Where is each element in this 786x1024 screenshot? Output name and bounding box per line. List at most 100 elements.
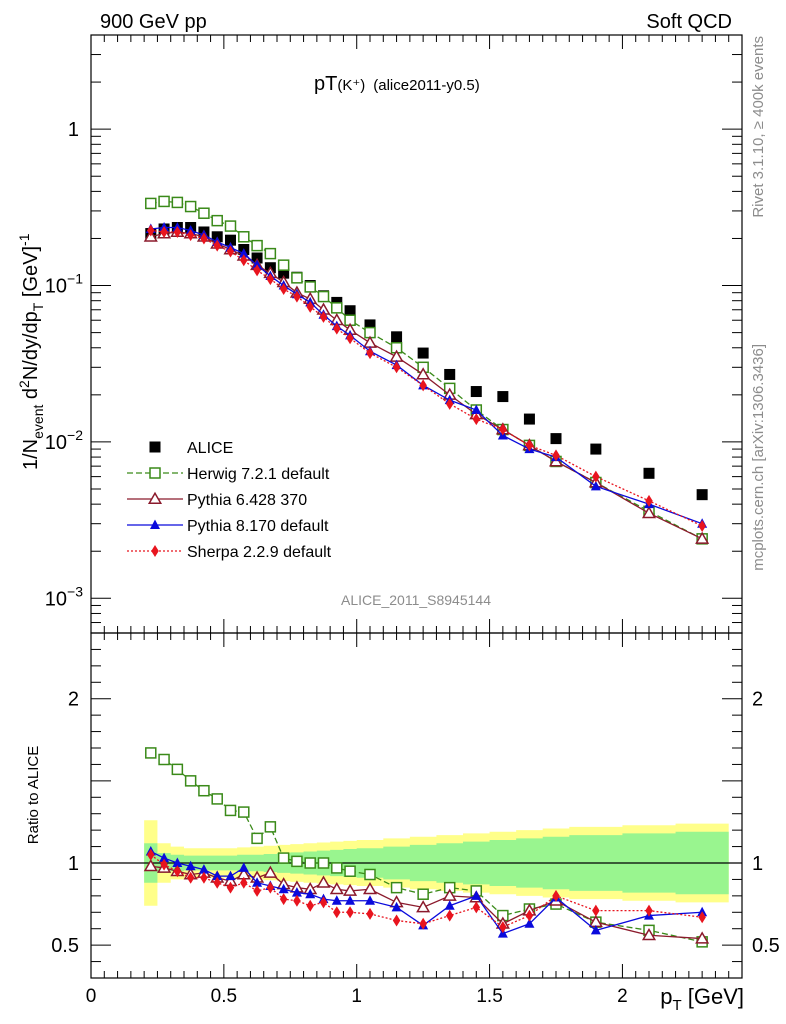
ratio-series-point-3-25 [645,904,653,917]
main-series-point-4-15 [346,332,354,345]
legend-label-2: Pythia 6.428 370 [187,492,307,509]
main-series-point-0-20 [470,386,482,398]
main-series-point-4-6 [226,245,235,258]
legend-label-3: Pythia 8.170 default [187,518,329,535]
ratio-series-point-0-8 [251,832,263,845]
ratio-series-point-2-6 [225,870,236,881]
header-left: 900 GeV pp [100,11,207,33]
ratio-series-point-0-7 [238,806,250,818]
ratio-series-line-3 [150,854,703,928]
y-tick-label-ratio-right: 1 [752,853,763,875]
legend-label-1: Herwig 7.2.1 default [187,466,330,483]
ratio-series-point-3-4 [200,871,208,884]
x-tick-label: 1 [351,986,362,1007]
x-tick-label: 2 [617,986,628,1007]
y-tick-label-main: 10−2 [45,427,83,454]
main-series-point-0-10 [278,267,290,279]
axis-ticks: 0 0.5 1 1.5 2 10−3 10−2 10−1 1 0.5 0.5 1 1 2 2 [45,34,780,1007]
main-series-point-0-18 [417,347,429,359]
main-series-point-1-1 [158,195,170,208]
ratio-series-point-1-15 [343,883,358,896]
ratio-series-point-2-17 [391,901,402,912]
ratio-series-point-3-0 [147,848,155,861]
ratio-series-point-0-11 [291,855,303,868]
ratio-series-point-3-10 [279,893,288,906]
main-series-point-2-18 [416,367,431,380]
main-series-point-0-6 [225,234,236,246]
main-series-point-4-1 [160,225,168,238]
main-series-point-0-26 [696,489,708,501]
main-series-point-4-20 [472,413,481,426]
legend-label-0: ALICE [187,440,233,457]
main-series-point-1-6 [224,220,237,232]
ratio-series-point-3-26 [698,911,706,924]
ratio-series-point-1-13 [316,875,331,888]
main-series-point-3-7 [238,248,249,258]
main-series-point-2-16 [362,335,378,348]
ratio-series-point-1-9 [263,865,278,878]
main-series-point-1-10 [277,259,290,271]
main-series-point-4-19 [445,397,454,410]
main-series-point-4-18 [419,379,427,392]
x-tick-label: 0 [86,986,97,1007]
ratio-series-point-0-0 [145,747,157,759]
main-series-point-1-2 [171,196,184,209]
legend-label-4: Sherpa 2.2.9 default [187,544,332,561]
main-series-point-4-4 [200,232,208,245]
ratio-series-point-3-2 [173,865,182,878]
main-series-point-4-22 [525,439,534,452]
plot-title: pT(K⁺) (alice2011-y0.5) [314,73,480,95]
panel-frames [90,34,743,979]
main-series-point-0-24 [590,443,602,455]
main-series-point-4-24 [592,470,600,483]
ratio-series-point-0-12 [304,857,316,869]
ratio-series-point-3-14 [333,906,341,919]
ratio-series-point-3-9 [266,881,275,894]
main-series-point-0-16 [364,319,376,331]
ratio-series-point-3-20 [472,901,481,914]
legend-marker-0 [149,441,161,453]
ratio-series-point-0-18 [417,888,429,900]
main-series-point-3-24 [590,480,601,491]
main-series-point-4-10 [279,283,288,296]
y-tick-label-ratio-left: 0.5 [51,935,79,957]
main-series-point-1-5 [211,214,223,227]
ratio-frame [90,632,743,979]
plot-title-tag: (alice2011-y0.5) [373,77,479,94]
ratio-series-point-1-25 [641,928,657,941]
main-series-point-4-25 [645,494,653,507]
ratio-series-layer [143,747,710,948]
ratio-series-point-2-22 [524,918,535,928]
ratio-series-point-3-1 [160,858,168,871]
x-tick-label: 0.5 [211,986,237,1007]
ratio-series-point-2-24 [590,924,601,935]
main-series-point-4-8 [253,264,261,277]
main-series-point-1-4 [198,207,210,219]
ratio-series-point-3-13 [319,896,328,909]
main-series-point-4-13 [319,310,328,323]
header-right: Soft QCD [646,11,732,33]
main-series-point-1-14 [331,302,343,314]
ratio-series-point-0-10 [277,852,290,864]
main-series-point-4-26 [698,519,706,532]
side-text-bottom: mcplots.cern.ch [arXiv:1306.3436] [750,344,767,571]
plot-title-sub: (K⁺) [337,77,365,94]
ratio-xlabel: pT [GeV] [660,984,744,1014]
main-series-point-4-7 [240,254,248,267]
ratio-series-point-0-5 [211,793,223,805]
main-series-layer [143,195,710,545]
plot-title-main: pT [314,73,337,95]
ratio-series-point-2-2 [172,857,183,867]
y-tick-label-ratio-right: 0.5 [752,935,780,957]
legend-marker-4 [151,545,159,557]
main-series-point-0-22 [523,413,535,425]
ratio-series-point-2-3 [185,860,196,871]
main-series-point-1-7 [238,231,250,243]
ratio-series-point-2-15 [345,895,356,905]
ratio-series-point-3-21 [499,921,507,934]
main-series-point-4-23 [552,449,560,462]
ratio-series-point-3-22 [525,909,534,922]
ratio-series-point-0-4 [198,784,210,797]
ratio-series-point-2-8 [252,877,263,887]
